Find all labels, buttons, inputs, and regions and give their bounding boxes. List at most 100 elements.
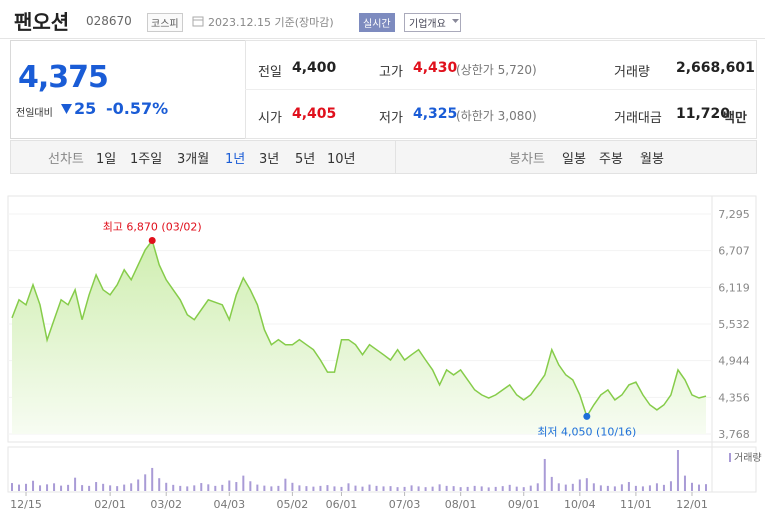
period-tab[interactable]: 3개월: [177, 152, 210, 167]
x-tick-label: 02/01: [94, 498, 126, 511]
volume-bar: [494, 486, 497, 491]
volume-bar: [319, 485, 322, 491]
period-tab[interactable]: 1주일: [130, 152, 163, 167]
volume-bar: [123, 484, 126, 491]
volume-bar: [557, 483, 560, 491]
volume-bar: [109, 485, 112, 491]
volume-bar: [585, 478, 588, 491]
y-tick-label: 5,532: [718, 318, 750, 331]
quote-note: (하한가 3,080): [456, 109, 537, 123]
y-tick-label: 6,119: [718, 281, 750, 294]
x-tick-label: 11/01: [620, 498, 652, 511]
period-tab[interactable]: 10년: [327, 152, 356, 167]
volume-bar: [599, 485, 602, 491]
volume-bar: [606, 485, 609, 491]
x-tick-label: 09/01: [508, 498, 540, 511]
volume-bar: [396, 487, 399, 491]
volume-bar: [235, 482, 238, 491]
volume-bar: [11, 483, 13, 491]
volume-bar: [389, 486, 392, 491]
volume-bar: [515, 486, 518, 491]
tab-bar: [10, 140, 757, 174]
volume-bar: [683, 475, 686, 491]
change-rate: -0.57%: [106, 99, 169, 118]
volume-bar: [179, 485, 182, 491]
volume-bar: [81, 485, 84, 491]
quote-unit: 백만: [723, 111, 747, 126]
period-tab[interactable]: 1일: [96, 152, 117, 167]
period-tab[interactable]: 3년: [259, 152, 280, 167]
stock-code: 028670: [86, 14, 132, 28]
volume-bar: [529, 485, 532, 491]
quote-label: 거래대금: [614, 111, 662, 126]
volume-bar: [298, 485, 301, 491]
x-tick-label: 04/03: [213, 498, 245, 511]
volume-bar: [564, 484, 567, 491]
tab-label: 선차트: [48, 152, 84, 167]
low-marker: [583, 412, 591, 420]
date: 2023.12.15 기준(장마감): [208, 16, 334, 29]
volume-border: [7, 446, 757, 493]
high-label: 최고 6,870 (03/02): [103, 221, 202, 234]
volume-bar: [277, 485, 280, 491]
x-tick-label: 12/15: [10, 498, 42, 511]
quote-label: 시가: [258, 111, 282, 126]
volume-bar: [578, 479, 581, 491]
volume-bar: [480, 486, 483, 491]
volume-bar: [291, 482, 294, 491]
plot-border: [7, 195, 757, 443]
tab-label: 봉차트: [509, 152, 545, 167]
volume-bar: [669, 481, 672, 491]
volume-legend-swatch: [729, 453, 731, 462]
volume-bar: [242, 475, 245, 491]
volume-bar: [263, 485, 266, 491]
volume-bar: [543, 458, 546, 491]
volume-bar: [641, 486, 644, 491]
x-tick-label: 12/01: [676, 498, 708, 511]
volume-bar: [550, 476, 553, 491]
quote-label: 거래량: [614, 65, 650, 80]
low-label: 최저 4,050 (10/16): [537, 425, 636, 438]
volume-bar: [214, 485, 217, 491]
volume-bar: [648, 485, 651, 491]
volume-bar: [361, 486, 364, 491]
volume-bar: [53, 483, 56, 491]
volume-bar: [333, 486, 336, 491]
volume-bar: [95, 482, 98, 491]
quote-label: 고가: [379, 65, 403, 80]
change: 25: [74, 99, 97, 118]
price-box: [10, 40, 246, 139]
realtime-button[interactable]: 실시간: [359, 13, 395, 32]
divider: [0, 38, 765, 39]
price: 4,375: [18, 60, 109, 95]
volume-bar: [270, 486, 273, 491]
volume-bar: [473, 485, 476, 491]
volume-bar: [705, 484, 707, 491]
volume-bar: [102, 483, 105, 491]
y-tick-label: 7,295: [718, 208, 750, 221]
x-tick-label: 05/02: [277, 498, 309, 511]
volume-bar: [130, 483, 133, 491]
quote-value: 4,325: [413, 106, 458, 122]
candle-tab[interactable]: 월봉: [640, 152, 664, 167]
x-tick-label: 03/02: [150, 498, 182, 511]
volume-bar: [445, 485, 448, 491]
volume-bar: [249, 481, 252, 491]
x-tick-label: 08/01: [445, 498, 477, 511]
candle-tab[interactable]: 주봉: [599, 152, 623, 167]
period-tab[interactable]: 1년: [225, 152, 246, 167]
area: [12, 240, 706, 434]
volume-bar: [536, 483, 539, 491]
volume-bar: [487, 487, 490, 491]
company-dropdown[interactable]: 기업개요: [404, 13, 461, 32]
volume-bar: [284, 478, 287, 491]
volume-bar: [207, 484, 210, 491]
volume-bar: [347, 483, 350, 491]
candle-tab[interactable]: 일봉: [562, 152, 586, 167]
volume-bar: [676, 450, 679, 491]
volume-bar: [186, 486, 189, 491]
y-tick-label: 4,356: [718, 391, 750, 404]
period-tab[interactable]: 5년: [295, 152, 316, 167]
